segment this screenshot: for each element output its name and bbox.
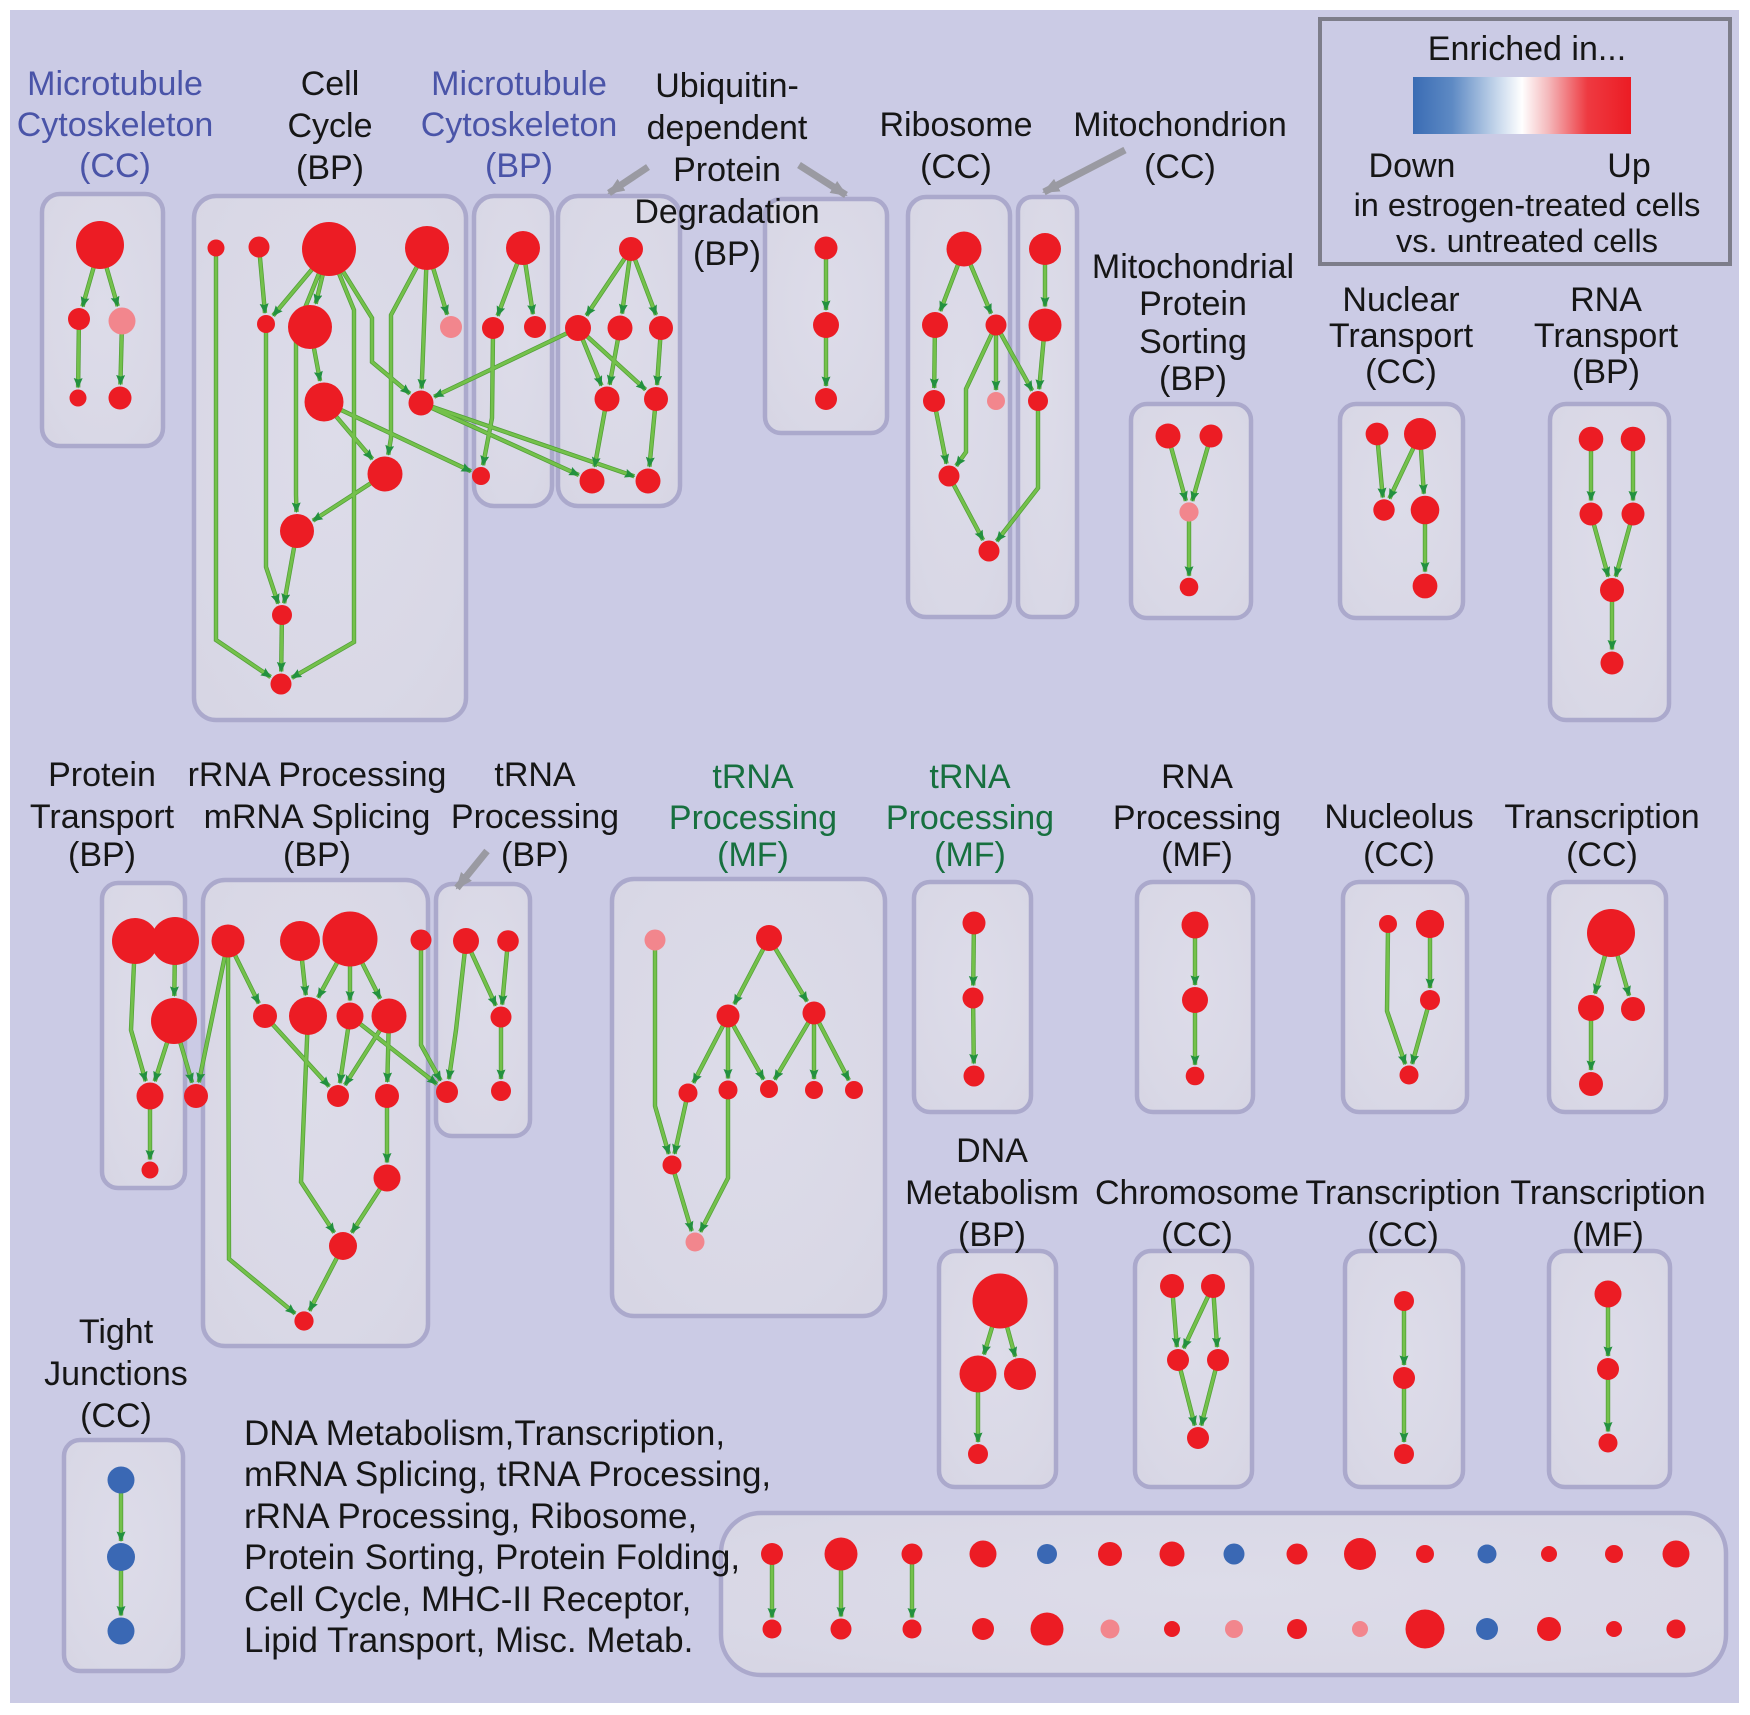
svg-text:Lipid Transport, Misc. Metab.: Lipid Transport, Misc. Metab. xyxy=(244,1621,693,1660)
svg-text:(CC): (CC) xyxy=(1161,1216,1233,1254)
svg-text:RNA: RNA xyxy=(1161,758,1233,796)
svg-text:Protein Sorting, Protein Foldi: Protein Sorting, Protein Folding, xyxy=(244,1538,740,1577)
svg-text:Mitochondrion: Mitochondrion xyxy=(1073,106,1287,144)
svg-text:Microtubule: Microtubule xyxy=(27,65,203,103)
svg-text:Mitochondrial: Mitochondrial xyxy=(1092,248,1294,286)
svg-text:rRNA Processing, Ribosome,: rRNA Processing, Ribosome, xyxy=(244,1497,697,1536)
svg-text:mRNA Splicing, tRNA Processing: mRNA Splicing, tRNA Processing, xyxy=(244,1455,771,1494)
svg-text:RNA: RNA xyxy=(1570,281,1642,319)
svg-text:(BP): (BP) xyxy=(1159,360,1227,398)
svg-text:vs. untreated cells: vs. untreated cells xyxy=(1396,223,1658,259)
svg-text:DNA Metabolism,Transcription,: DNA Metabolism,Transcription, xyxy=(244,1414,725,1453)
svg-text:Transcription: Transcription xyxy=(1504,798,1699,836)
svg-text:Sorting: Sorting xyxy=(1139,323,1247,361)
svg-text:(BP): (BP) xyxy=(958,1216,1026,1254)
svg-text:Protein: Protein xyxy=(48,756,156,794)
svg-text:Cytoskeleton: Cytoskeleton xyxy=(17,106,214,144)
svg-text:Chromosome: Chromosome xyxy=(1095,1174,1299,1212)
svg-text:Up: Up xyxy=(1607,147,1650,185)
svg-text:(BP): (BP) xyxy=(485,147,553,185)
svg-text:Processing: Processing xyxy=(451,798,619,836)
svg-text:Cytoskeleton: Cytoskeleton xyxy=(421,106,618,144)
svg-text:Transcription: Transcription xyxy=(1305,1174,1500,1212)
svg-text:Protein: Protein xyxy=(1139,285,1247,323)
svg-text:Nuclear: Nuclear xyxy=(1342,281,1459,319)
svg-text:(MF): (MF) xyxy=(1572,1216,1644,1254)
svg-text:dependent: dependent xyxy=(647,109,808,147)
svg-text:(BP): (BP) xyxy=(283,836,351,874)
svg-text:Tight: Tight xyxy=(79,1313,154,1351)
svg-text:Transport: Transport xyxy=(30,798,175,836)
svg-text:(BP): (BP) xyxy=(1572,353,1640,391)
svg-text:Processing: Processing xyxy=(1113,799,1281,837)
svg-text:(BP): (BP) xyxy=(68,836,136,874)
svg-text:(CC): (CC) xyxy=(1144,148,1216,186)
svg-text:(MF): (MF) xyxy=(1161,836,1233,874)
svg-text:Ribosome: Ribosome xyxy=(879,106,1032,144)
svg-text:(BP): (BP) xyxy=(501,836,569,874)
svg-text:Processing: Processing xyxy=(886,799,1054,837)
svg-text:tRNA: tRNA xyxy=(929,758,1011,796)
svg-text:Down: Down xyxy=(1369,147,1456,185)
svg-text:Enriched in...: Enriched in... xyxy=(1428,30,1626,68)
svg-text:(CC): (CC) xyxy=(1365,353,1437,391)
svg-text:Cycle: Cycle xyxy=(287,107,372,145)
svg-text:Cell: Cell xyxy=(301,65,360,103)
svg-text:tRNA: tRNA xyxy=(712,758,794,796)
svg-text:(BP): (BP) xyxy=(693,235,761,273)
svg-text:Degradation: Degradation xyxy=(634,193,819,231)
svg-text:DNA: DNA xyxy=(956,1132,1028,1170)
svg-text:Protein: Protein xyxy=(673,151,781,189)
svg-text:Transcription: Transcription xyxy=(1510,1174,1705,1212)
svg-text:Cell Cycle, MHC-II Receptor,: Cell Cycle, MHC-II Receptor, xyxy=(244,1580,691,1619)
svg-text:(CC): (CC) xyxy=(1367,1216,1439,1254)
svg-text:Ubiquitin-: Ubiquitin- xyxy=(655,67,799,105)
svg-text:rRNA Processing: rRNA Processing xyxy=(188,756,447,794)
svg-text:(CC): (CC) xyxy=(1566,836,1638,874)
svg-text:Transport: Transport xyxy=(1534,317,1679,355)
svg-text:Microtubule: Microtubule xyxy=(431,65,607,103)
svg-text:Nucleolus: Nucleolus xyxy=(1324,798,1473,836)
svg-text:(MF): (MF) xyxy=(934,836,1006,874)
svg-text:tRNA: tRNA xyxy=(494,756,576,794)
svg-text:Processing: Processing xyxy=(669,799,837,837)
svg-text:(CC): (CC) xyxy=(79,147,151,185)
svg-text:in estrogen-treated cells: in estrogen-treated cells xyxy=(1354,187,1701,223)
svg-text:(CC): (CC) xyxy=(1363,836,1435,874)
svg-text:(CC): (CC) xyxy=(920,148,992,186)
svg-text:(BP): (BP) xyxy=(296,149,364,187)
svg-text:Transport: Transport xyxy=(1329,317,1474,355)
svg-text:mRNA Splicing: mRNA Splicing xyxy=(204,798,431,836)
svg-text:Junctions: Junctions xyxy=(44,1355,188,1393)
svg-text:Metabolism: Metabolism xyxy=(905,1174,1079,1212)
svg-text:(MF): (MF) xyxy=(717,836,789,874)
svg-text:(CC): (CC) xyxy=(80,1397,152,1435)
